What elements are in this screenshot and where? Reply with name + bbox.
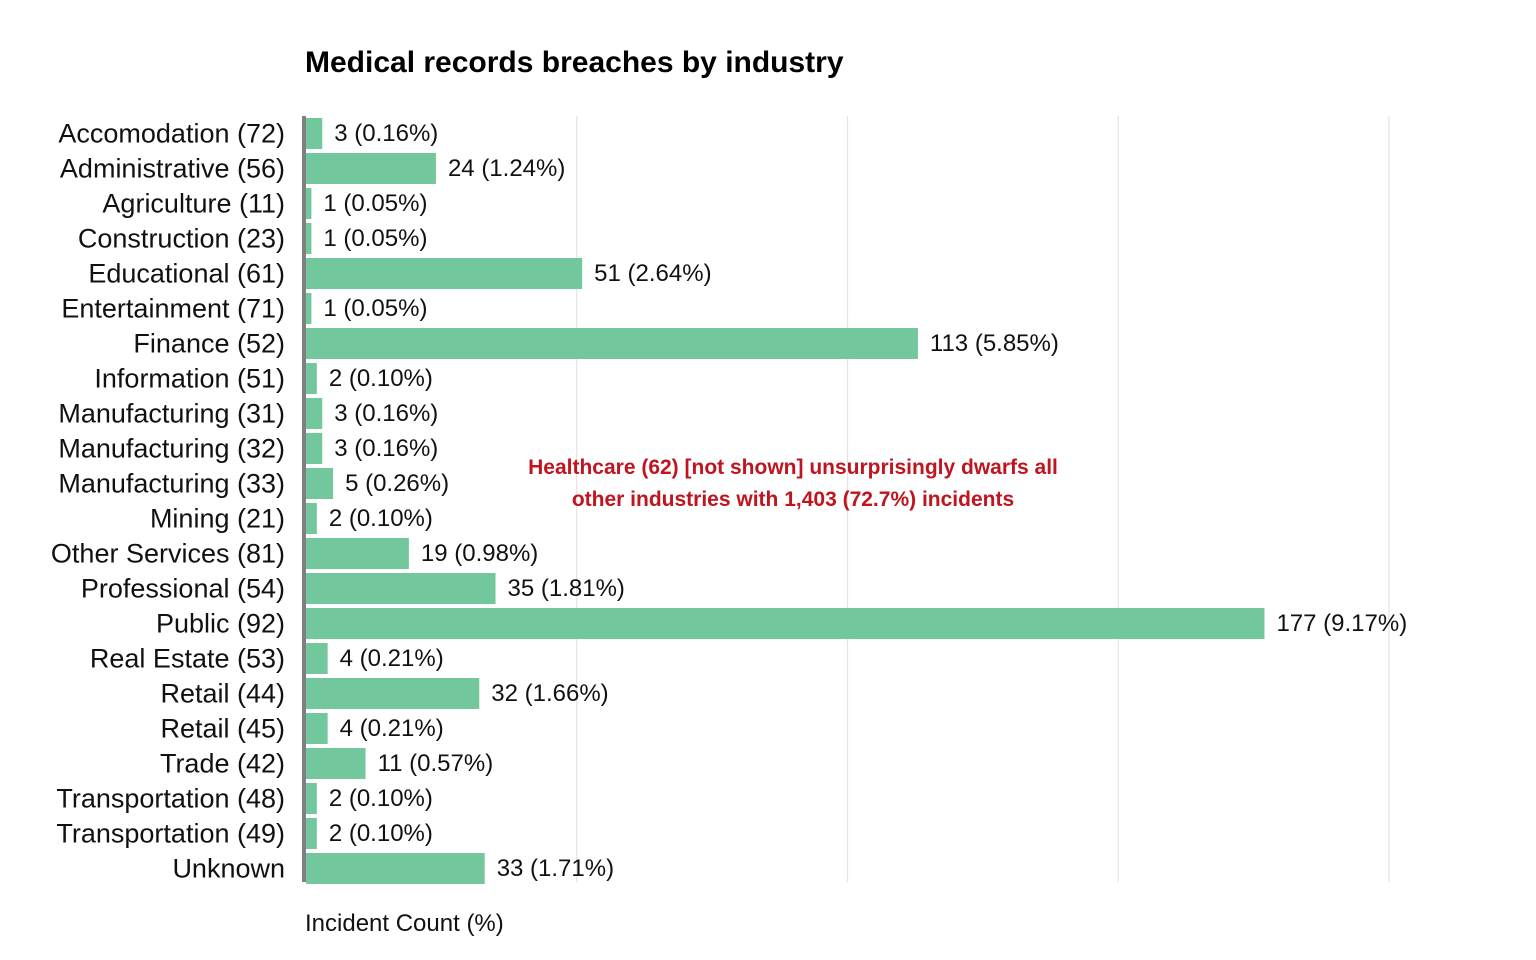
data-label: 2 (0.10%) [329, 820, 433, 847]
category-label: Transportation (49) [56, 819, 285, 849]
category-label: Manufacturing (33) [58, 469, 285, 499]
annotation-line-1: Healthcare (62) [not shown] unsurprising… [528, 456, 1058, 479]
data-label: 2 (0.10%) [329, 505, 433, 532]
category-label: Other Services (81) [51, 539, 285, 569]
category-label: Retail (45) [160, 714, 285, 744]
category-label: Mining (21) [150, 504, 285, 534]
category-label: Information (51) [94, 364, 285, 394]
bar [306, 363, 317, 394]
data-label: 33 (1.71%) [497, 855, 614, 882]
bar [306, 713, 328, 744]
category-labels: Accomodation (72) Administrative (56) Agri… [51, 119, 285, 884]
bar [306, 643, 328, 674]
bar [306, 118, 323, 149]
bar [306, 328, 918, 359]
category-label: Professional (54) [81, 574, 285, 604]
data-label: 24 (1.24%) [448, 155, 565, 182]
category-label: Public (92) [156, 609, 285, 639]
data-label: 2 (0.10%) [329, 785, 433, 812]
data-label: 32 (1.66%) [491, 680, 608, 707]
bar [306, 258, 583, 289]
bar [306, 188, 312, 219]
category-label: Finance (52) [133, 329, 285, 359]
data-label: 3 (0.16%) [334, 400, 438, 427]
data-label: 51 (2.64%) [594, 260, 711, 287]
bar [306, 293, 312, 324]
data-label: 11 (0.57%) [378, 750, 494, 777]
data-label: 2 (0.10%) [329, 365, 433, 392]
bar [306, 468, 334, 499]
data-label: 19 (0.98%) [421, 540, 538, 567]
category-label: Real Estate (53) [90, 644, 285, 674]
category-label: Manufacturing (31) [58, 399, 285, 429]
category-label: Unknown [172, 854, 285, 884]
data-label: 4 (0.21%) [340, 715, 444, 742]
data-label: 1 (0.05%) [323, 225, 427, 252]
data-label: 35 (1.81%) [508, 575, 625, 602]
category-label: Transportation (48) [56, 784, 285, 814]
data-label: 4 (0.21%) [340, 645, 444, 672]
y-axis-line [302, 116, 306, 882]
value-labels: 3 (0.16%) 24 (1.24%) 1 (0.05%) 1 (0.05%) 51 … [323, 120, 1407, 882]
data-label: 1 (0.05%) [323, 190, 427, 217]
bar [306, 223, 312, 254]
category-label: Agriculture (11) [102, 189, 285, 219]
bar [306, 538, 409, 569]
bar [306, 503, 317, 534]
data-label: 177 (9.17%) [1276, 610, 1407, 637]
data-label: 5 (0.26%) [345, 470, 449, 497]
annotation-line-2: other industries with 1,403 (72.7%) inci… [572, 488, 1014, 511]
category-label: Educational (61) [88, 259, 285, 289]
bar [306, 853, 485, 884]
data-label: 3 (0.16%) [334, 120, 438, 147]
category-label: Administrative (56) [60, 154, 285, 184]
data-label: 113 (5.85%) [930, 330, 1059, 357]
category-label: Entertainment (71) [61, 294, 285, 324]
bar [306, 153, 436, 184]
category-label: Manufacturing (32) [58, 434, 285, 464]
category-label: Retail (44) [160, 679, 285, 709]
category-label: Trade (42) [160, 749, 285, 779]
bar [306, 748, 366, 779]
bars [306, 118, 1265, 884]
x-axis-label: Incident Count (%) [305, 910, 504, 937]
bar [306, 678, 480, 709]
category-label: Construction (23) [78, 224, 285, 254]
bar [306, 783, 317, 814]
gridlines [576, 116, 1390, 882]
chart-title: Medical records breaches by industry [305, 46, 844, 79]
bar [306, 433, 323, 464]
data-label: 3 (0.16%) [334, 435, 438, 462]
bar [306, 818, 317, 849]
bar [306, 573, 496, 604]
bar [306, 398, 323, 429]
data-label: 1 (0.05%) [323, 295, 427, 322]
bar [306, 608, 1265, 639]
category-label: Accomodation (72) [58, 119, 285, 149]
